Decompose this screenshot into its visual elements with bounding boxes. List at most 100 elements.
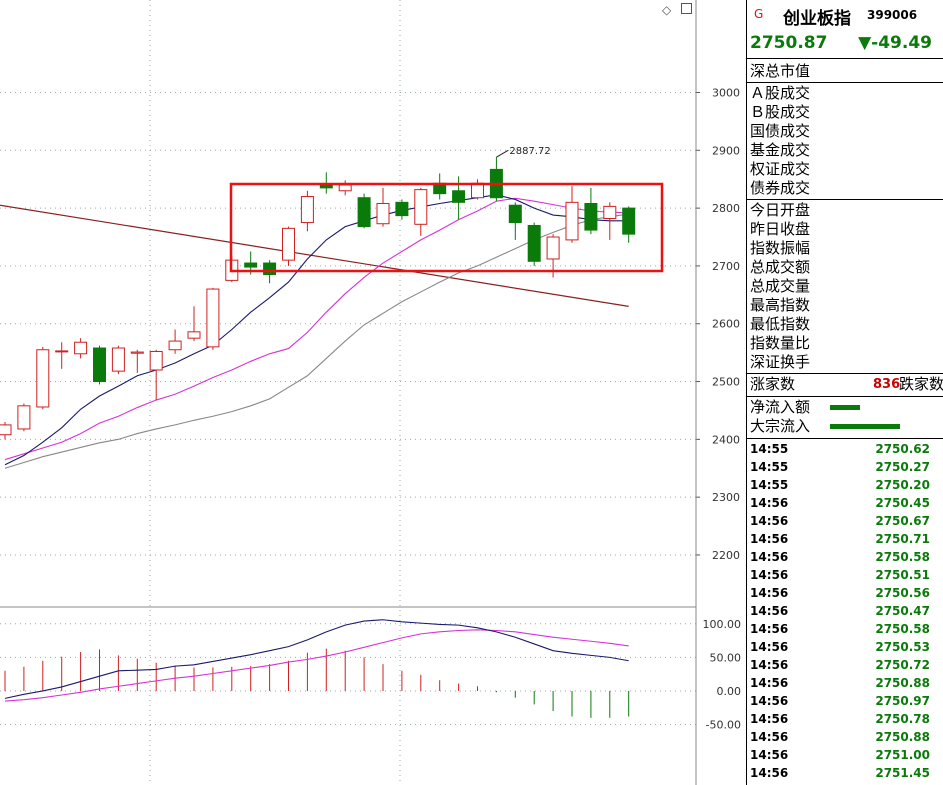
candle xyxy=(433,173,447,200)
candle-body xyxy=(565,201,579,241)
quote-panel: G 创业板指 399006 2750.87 ▼-49.49 深总市值 Ａ股成交 … xyxy=(746,0,943,785)
indicator-lines xyxy=(0,194,629,702)
tick-value: 2750.88 xyxy=(875,676,930,690)
price-tick-label: 2400 xyxy=(712,433,740,446)
candle-body xyxy=(603,205,617,220)
ma-fast-line xyxy=(4,194,629,466)
chart-grid xyxy=(0,0,696,785)
macd-histogram xyxy=(4,648,630,718)
block-inflow-label: 大宗流入 xyxy=(750,417,811,435)
candle-body xyxy=(282,227,295,261)
candle-body xyxy=(111,347,125,372)
candle xyxy=(93,345,106,385)
quote-header: G 创业板指 399006 xyxy=(747,0,943,30)
tick-time: 14:55 xyxy=(750,442,789,456)
candle xyxy=(338,180,352,196)
tick-time: 14:56 xyxy=(750,694,789,708)
price-tick-label: 2900 xyxy=(712,144,740,157)
candle-body xyxy=(149,350,163,371)
tick-time: 14:56 xyxy=(750,748,789,762)
dif-line xyxy=(4,619,629,699)
candle xyxy=(395,199,409,220)
tick-time: 14:56 xyxy=(750,766,789,780)
tick-value: 2750.27 xyxy=(875,460,930,474)
last-price: 2750.87 xyxy=(750,33,828,53)
tick-time: 14:56 xyxy=(750,514,789,528)
tick-value: 2751.45 xyxy=(875,766,930,780)
tick-row: 14:56 2750.88 xyxy=(750,674,936,692)
price-tick-label: 2700 xyxy=(712,260,740,273)
tick-value: 2750.45 xyxy=(875,496,930,510)
candlesticks xyxy=(0,157,636,440)
candle xyxy=(130,349,144,373)
total-amount-label: 总成交额 xyxy=(750,258,811,276)
tick-time: 14:56 xyxy=(750,604,789,618)
candle-body xyxy=(36,349,50,408)
total-volume-label: 总成交量 xyxy=(750,277,811,295)
tick-value: 2750.58 xyxy=(875,550,930,564)
index-name: 创业板指 xyxy=(783,9,851,29)
candle xyxy=(17,403,31,432)
tick-value: 2750.88 xyxy=(875,730,930,744)
max-price-text: 2887.72 xyxy=(509,146,550,157)
tick-row: 14:55 2750.62 xyxy=(750,440,936,458)
net-inflow-bar xyxy=(830,405,861,410)
candle-body xyxy=(452,190,466,203)
candle xyxy=(414,187,428,236)
tick-row: 14:56 2750.97 xyxy=(750,692,936,710)
tick-time: 14:55 xyxy=(750,460,789,474)
tick-row: 14:56 2750.53 xyxy=(750,638,936,656)
candle-body xyxy=(357,197,371,228)
ma-mid-line xyxy=(4,197,629,461)
scroll-toggle-icon[interactable] xyxy=(681,3,692,14)
macd-tick-label: 0.00 xyxy=(717,685,742,698)
candle-body xyxy=(471,182,484,199)
tick-value: 2750.67 xyxy=(875,514,930,528)
trend-line xyxy=(0,204,629,307)
tick-row: 14:55 2750.27 xyxy=(750,458,936,476)
tick-time: 14:56 xyxy=(750,532,789,546)
price-tick-label: 2200 xyxy=(712,549,740,562)
candle xyxy=(36,346,50,410)
tick-time: 14:55 xyxy=(750,478,789,492)
macd-tick-label: 50.00 xyxy=(710,651,742,664)
indicator-label: G xyxy=(754,7,764,21)
candle-body xyxy=(622,207,636,235)
amplitude-label: 指数振幅 xyxy=(750,239,811,257)
net-inflow-label: 净流入额 xyxy=(750,398,811,416)
bond-label: 债券成交 xyxy=(750,179,811,197)
candle-body xyxy=(263,262,277,276)
divider xyxy=(747,82,943,83)
tick-value: 2750.97 xyxy=(875,694,930,708)
tick-value: 2750.72 xyxy=(875,658,930,672)
dea-line xyxy=(4,629,629,702)
candle-body xyxy=(93,347,106,383)
tick-row: 14:56 2751.45 xyxy=(750,764,936,782)
divider xyxy=(747,199,943,200)
down-count: 836 xyxy=(873,377,901,392)
candle-body xyxy=(0,424,12,436)
price-axis: 2200 2300 2400 2500 2600 2700 2800 2900 3000 xyxy=(696,86,740,562)
candle-body xyxy=(508,204,522,224)
tick-row: 14:55 2750.20 xyxy=(750,476,936,494)
diamond-icon[interactable]: ◇ xyxy=(662,3,672,17)
candle-body xyxy=(338,184,352,192)
vol-ratio-label: 指数量比 xyxy=(750,334,811,352)
highlight-box xyxy=(229,182,664,273)
tick-row: 14:56 2750.67 xyxy=(750,512,936,530)
tick-time: 14:56 xyxy=(750,550,789,564)
gov-bond-label: 国债成交 xyxy=(750,122,811,140)
candle xyxy=(622,206,636,243)
candle-body xyxy=(244,262,258,268)
candle xyxy=(508,202,522,240)
turnover-rate-label: 深证换手 xyxy=(750,353,811,371)
tick-time: 14:56 xyxy=(750,658,789,672)
price-tick-label: 3000 xyxy=(712,86,740,99)
fund-label: 基金成交 xyxy=(750,141,811,159)
index-code: 399006 xyxy=(867,8,918,22)
tick-value: 2751.00 xyxy=(875,748,930,762)
index-chart[interactable]: 2200 2300 2400 2500 2600 2700 2800 2900 3000 100… xyxy=(0,0,746,785)
tick-value: 2750.20 xyxy=(875,478,930,492)
high-label: 最高指数 xyxy=(750,296,811,314)
tick-time: 14:56 xyxy=(750,622,789,636)
